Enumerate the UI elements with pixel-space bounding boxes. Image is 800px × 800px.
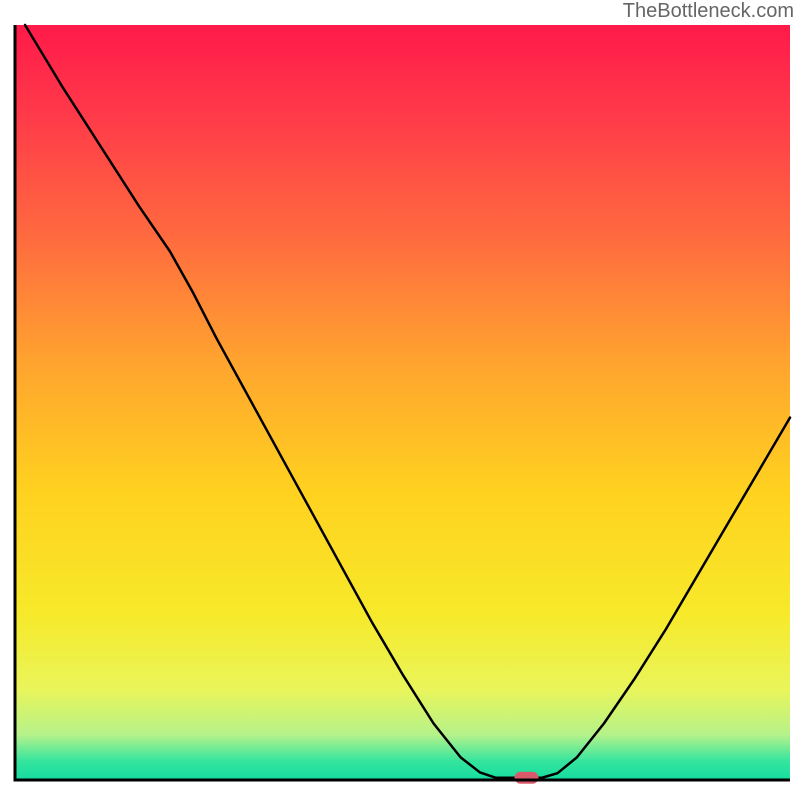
chart-container: TheBottleneck.com — [0, 0, 800, 800]
plot-background — [15, 25, 790, 780]
optimal-point-marker — [515, 772, 539, 784]
attribution-text: TheBottleneck.com — [623, 0, 794, 23]
bottleneck-curve-chart — [0, 0, 800, 800]
